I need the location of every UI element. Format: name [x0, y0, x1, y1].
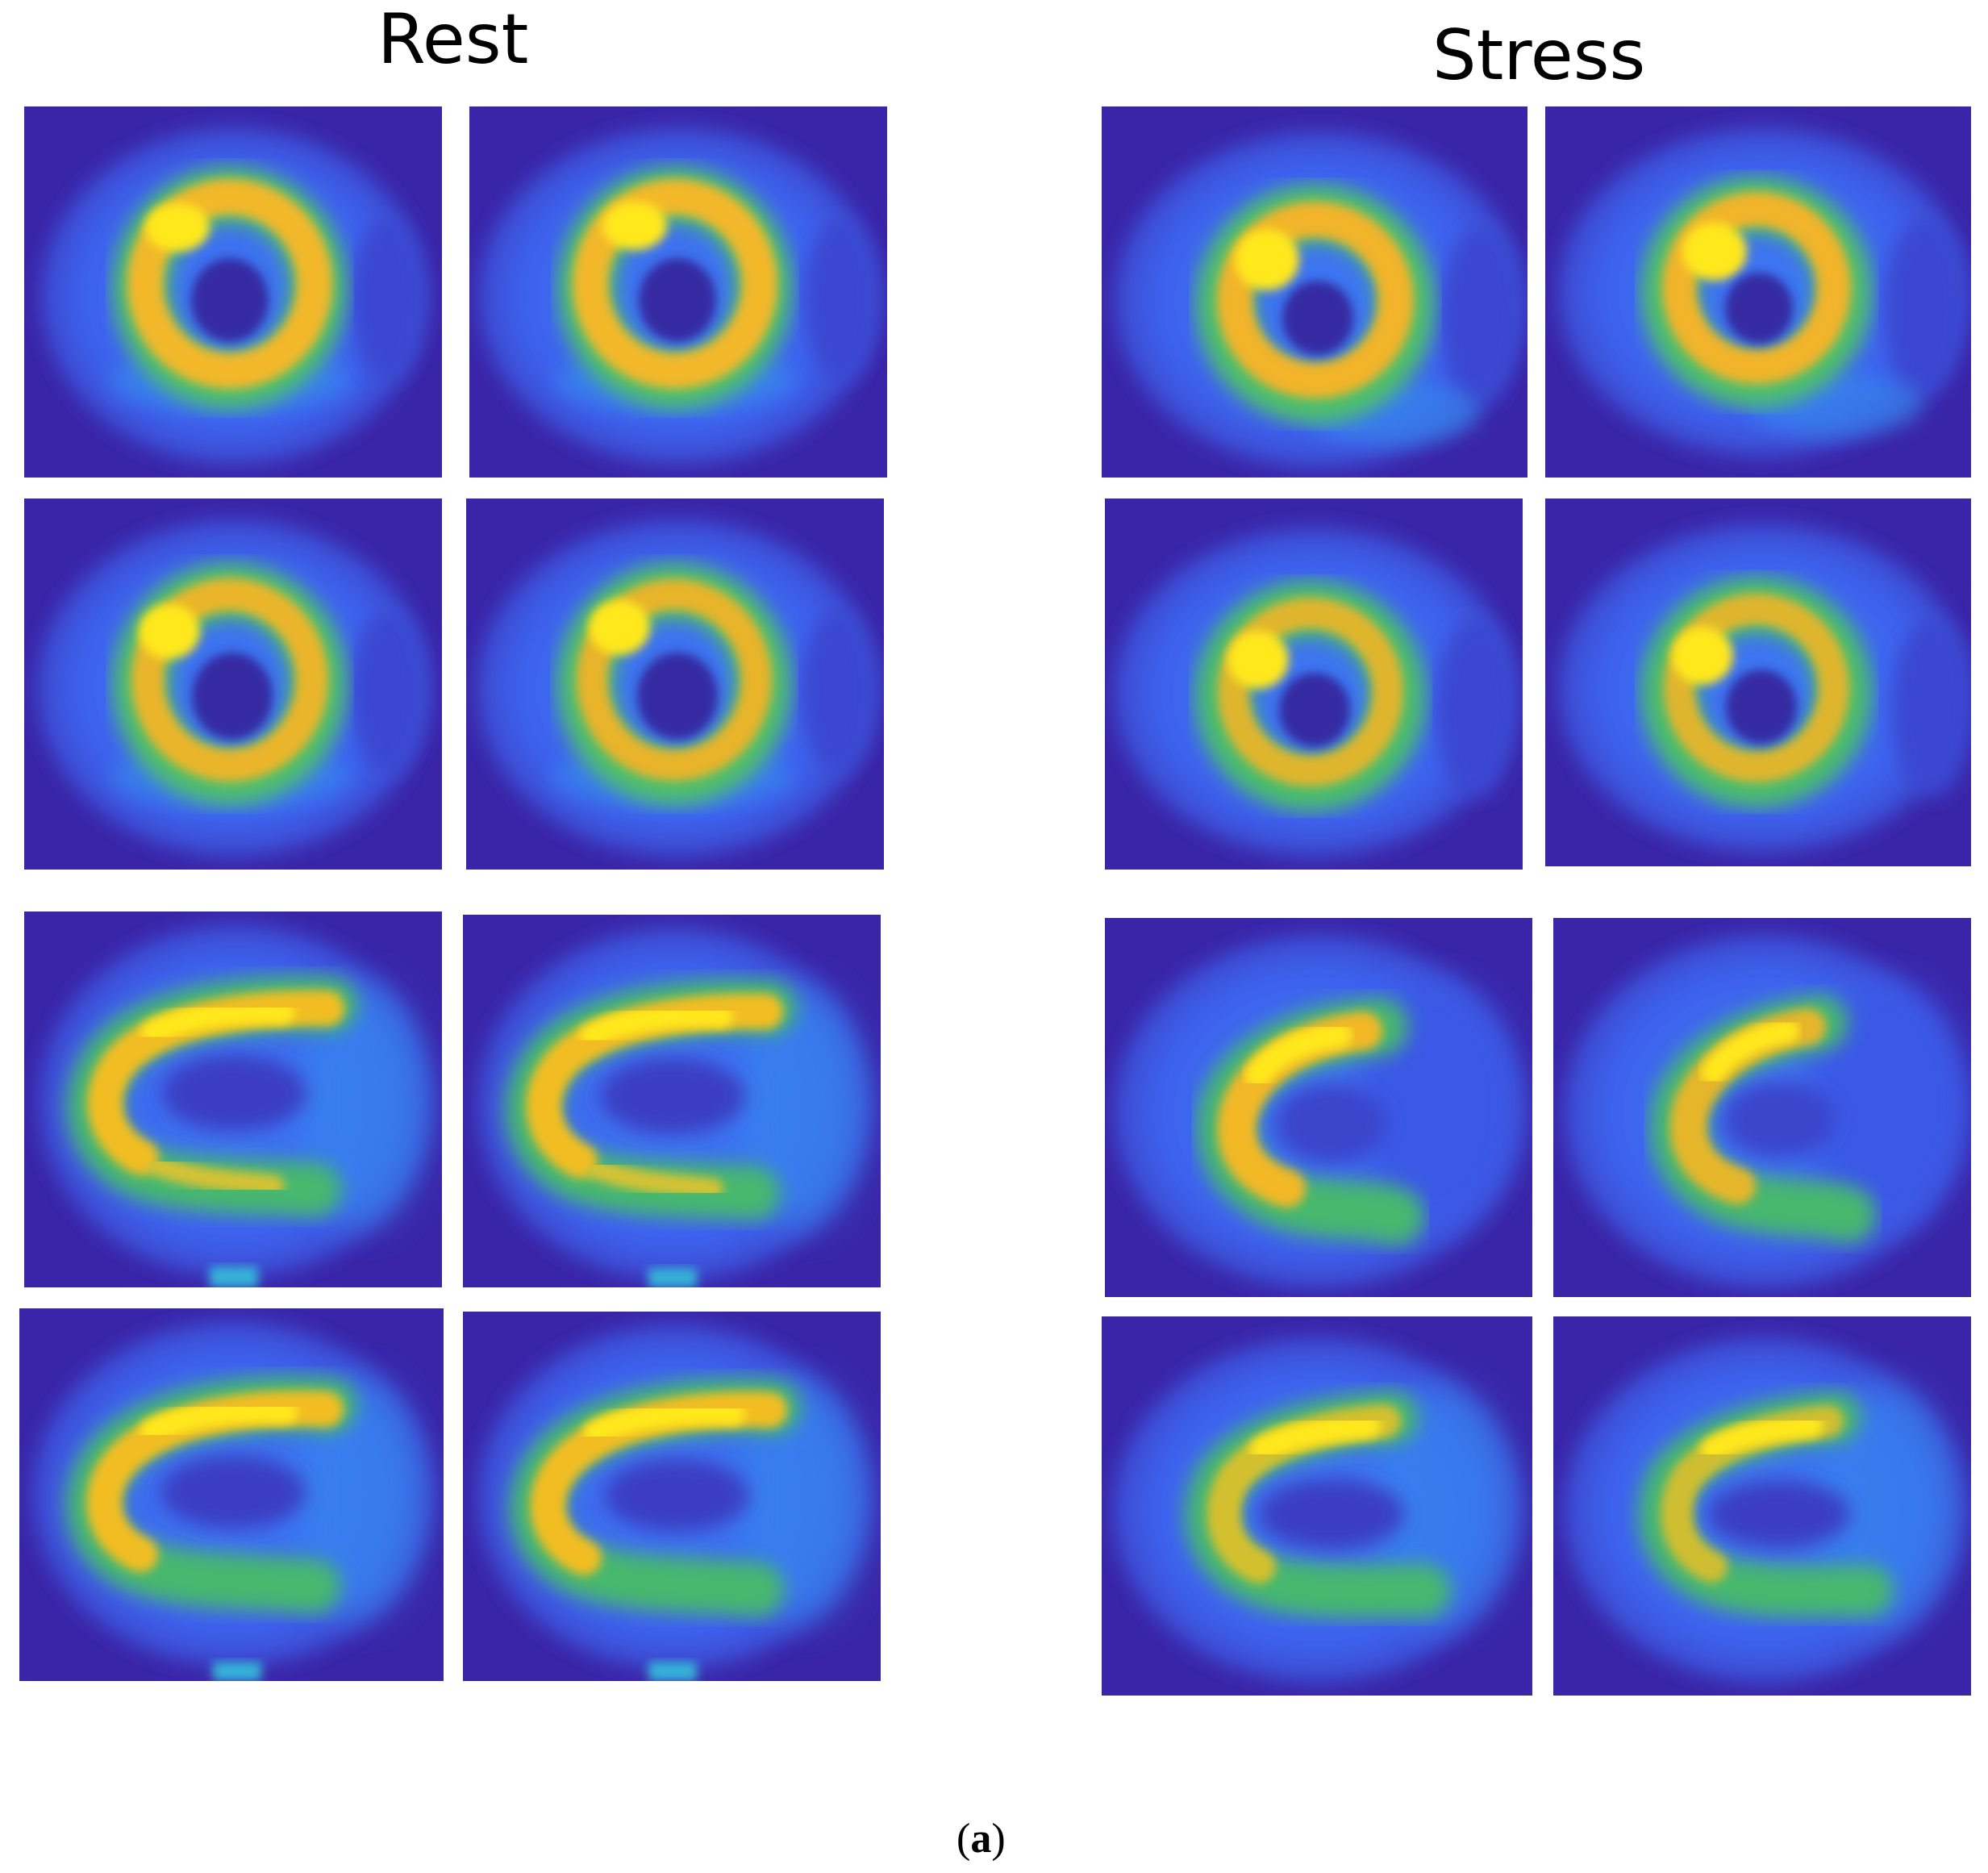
stress-title: Stress	[1432, 15, 1646, 96]
caption-close-paren: )	[991, 1816, 1006, 1862]
stress-long-axis-panel-4	[1553, 1316, 1971, 1696]
rest-short-axis-panel-3	[24, 498, 442, 870]
short-axis-slice-image	[466, 498, 884, 870]
caption-open-paren: (	[956, 1816, 971, 1862]
figure-caption: (a)	[956, 1818, 1006, 1860]
long-axis-slice-image	[1553, 918, 1971, 1297]
rest-title: Rest	[377, 0, 529, 80]
stress-short-axis-panel-3	[1105, 498, 1523, 870]
rest-long-axis-panel-1	[24, 911, 442, 1287]
rest-long-axis-panel-2	[463, 915, 881, 1287]
rest-short-axis-panel-4	[466, 498, 884, 870]
short-axis-slice-image	[24, 498, 442, 870]
long-axis-slice-image	[1553, 1316, 1971, 1696]
long-axis-slice-image	[1105, 918, 1532, 1297]
rest-long-axis-panel-4	[463, 1312, 881, 1681]
caption-letter: a	[970, 1816, 992, 1862]
long-axis-slice-image	[24, 911, 442, 1287]
long-axis-slice-image	[463, 1312, 881, 1681]
short-axis-slice-image	[1102, 106, 1527, 478]
stress-short-axis-panel-2	[1545, 106, 1971, 478]
stress-long-axis-panel-3	[1102, 1316, 1532, 1696]
short-axis-slice-image	[1545, 106, 1971, 478]
short-axis-slice-image	[1545, 498, 1971, 866]
short-axis-slice-image	[469, 106, 887, 478]
long-axis-slice-image	[463, 915, 881, 1287]
short-axis-slice-image	[24, 106, 442, 478]
rest-short-axis-panel-1	[24, 106, 442, 478]
short-axis-slice-image	[1105, 498, 1523, 870]
long-axis-slice-image	[1102, 1316, 1532, 1696]
stress-short-axis-panel-4	[1545, 498, 1971, 866]
rest-long-axis-panel-3	[19, 1308, 444, 1681]
rest-short-axis-panel-2	[469, 106, 887, 478]
stress-long-axis-panel-2	[1553, 918, 1971, 1297]
stress-long-axis-panel-1	[1105, 918, 1532, 1297]
stress-short-axis-panel-1	[1102, 106, 1527, 478]
long-axis-slice-image	[19, 1308, 444, 1681]
